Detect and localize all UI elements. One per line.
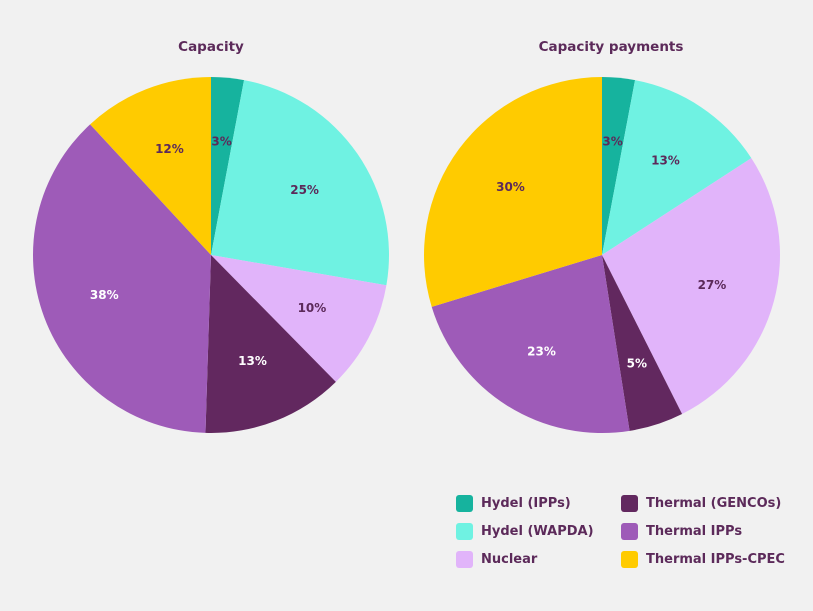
legend-swatch <box>456 522 473 540</box>
slice-label: 10% <box>298 301 327 315</box>
slice-label: 13% <box>238 354 267 368</box>
pie-slice <box>602 158 780 414</box>
pie-slice <box>602 80 752 255</box>
legend-item: Thermal (GENCOs) <box>621 494 801 512</box>
slice-label: 5% <box>627 356 647 370</box>
slice-label: 25% <box>290 183 319 197</box>
legend-swatch <box>621 550 638 568</box>
legend-label: Thermal IPPs-CPEC <box>646 551 785 567</box>
legend-swatch <box>621 522 638 540</box>
legend-item: Nuclear <box>456 550 621 568</box>
slice-label: 27% <box>698 278 727 292</box>
pie-slice <box>602 77 636 255</box>
legend-item: Hydel (WAPDA) <box>456 522 621 540</box>
legend-item: Thermal IPPs <box>621 522 801 540</box>
pie-slice <box>431 255 630 434</box>
legend-swatch <box>456 494 473 512</box>
legend-item: Thermal IPPs-CPEC <box>621 550 801 568</box>
slice-label: 38% <box>90 288 119 302</box>
pie-slice <box>205 255 336 433</box>
slice-label: 12% <box>155 142 184 156</box>
pie-slice <box>602 255 683 431</box>
slice-label: 3% <box>211 135 231 149</box>
legend-item: Hydel (IPPs) <box>456 494 621 512</box>
pie-slice <box>424 77 602 307</box>
legend-label: Hydel (IPPs) <box>481 495 571 511</box>
chart-title-capacity: Capacity <box>178 39 244 55</box>
pie-slice <box>211 77 245 255</box>
slice-label: 3% <box>602 135 622 149</box>
pie-slice <box>90 77 211 255</box>
legend-swatch <box>621 494 638 512</box>
legend-swatch <box>456 550 473 568</box>
pie-slice <box>211 80 389 286</box>
slice-label: 13% <box>651 153 680 167</box>
legend-label: Hydel (WAPDA) <box>481 523 594 539</box>
legend-label: Thermal IPPs <box>646 523 743 539</box>
slice-label: 30% <box>496 180 525 194</box>
pie-slice <box>33 124 211 433</box>
slice-label: 23% <box>527 345 556 359</box>
pie-slice <box>211 255 387 382</box>
legend-label: Thermal (GENCOs) <box>646 495 782 511</box>
legend-label: Nuclear <box>481 551 538 567</box>
legend: Hydel (IPPs) Thermal (GENCOs) Hydel (WAPDA… <box>456 494 801 568</box>
chart-title-capacity-payments: Capacity payments <box>539 39 684 55</box>
